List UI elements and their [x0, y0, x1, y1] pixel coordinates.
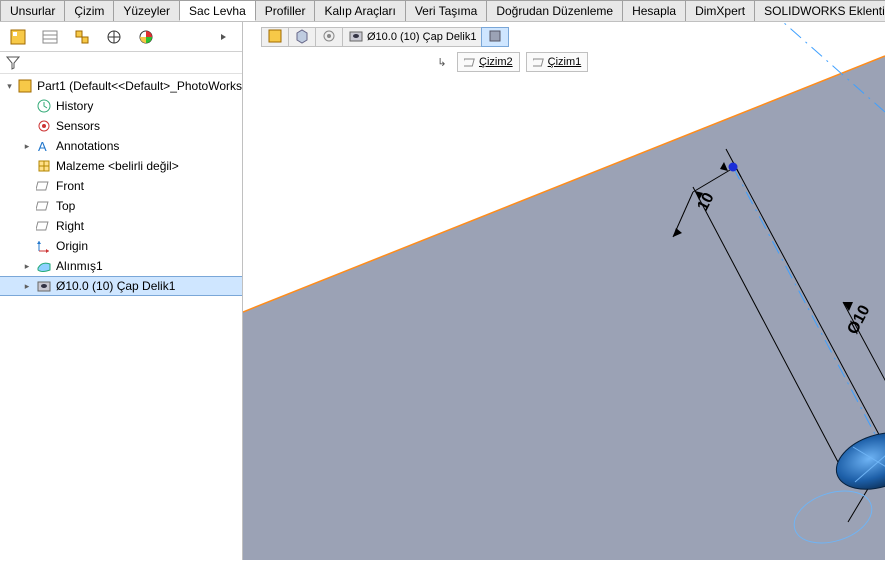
- ribbon-tab[interactable]: DimXpert: [685, 0, 755, 21]
- tree-item[interactable]: Origin: [0, 236, 242, 256]
- ribbon-tab[interactable]: Profiller: [255, 0, 316, 21]
- sketch-tabs: ↳ Çizim2 Çizim1: [433, 52, 588, 72]
- config-tab-icon[interactable]: [68, 25, 96, 49]
- body-icon: [294, 28, 310, 47]
- sketch-tab[interactable]: Çizim2: [457, 52, 520, 72]
- property-tab-icon[interactable]: [36, 25, 64, 49]
- ribbon-tab[interactable]: Hesapla: [622, 0, 686, 21]
- model-view[interactable]: 10 Ø10: [243, 22, 885, 560]
- dimxpert-tab-icon[interactable]: [100, 25, 128, 49]
- tree-item[interactable]: Top: [0, 196, 242, 216]
- feature-tree-tab-icon[interactable]: [4, 25, 32, 49]
- tree-item[interactable]: ▸Ø10.0 (10) Çap Delik1: [0, 276, 242, 296]
- ribbon-tab[interactable]: Unsurlar: [0, 0, 65, 21]
- svg-text:A: A: [38, 139, 47, 154]
- part-icon: [267, 28, 283, 47]
- sketch-nav-icon[interactable]: ↳: [433, 52, 451, 72]
- hole-icon: [348, 28, 364, 47]
- tree-item[interactable]: Sensors: [0, 116, 242, 136]
- render-tab-icon[interactable]: [132, 25, 160, 49]
- panel-toolbar: [0, 22, 242, 52]
- breadcrumb-item[interactable]: [481, 27, 509, 47]
- ribbon-tab[interactable]: Yüzeyler: [113, 0, 180, 21]
- face-icon: [487, 28, 503, 47]
- ribbon-tab[interactable]: Sac Levha: [179, 0, 256, 21]
- breadcrumb-item[interactable]: Ø10.0 (10) Çap Delik1: [342, 27, 482, 47]
- ribbon-tab[interactable]: Çizim: [64, 0, 114, 21]
- breadcrumb-item[interactable]: [288, 27, 316, 47]
- feature-tree: ▾Part1 (Default<<Default>_PhotoWorksHist…: [0, 74, 242, 560]
- ribbon-tab[interactable]: Doğrudan Düzenleme: [486, 0, 623, 21]
- body-face[interactable]: [243, 56, 885, 560]
- ribbon-tabs: UnsurlarÇizimYüzeylerSac LevhaProfillerK…: [0, 0, 885, 22]
- feature-icon: [321, 28, 337, 47]
- breadcrumb: Ø10.0 (10) Çap Delik1: [261, 26, 508, 48]
- breadcrumb-item[interactable]: [315, 27, 343, 47]
- sketch-tab[interactable]: Çizim1: [526, 52, 589, 72]
- tree-item[interactable]: ▸Alınmış1: [0, 256, 242, 276]
- breadcrumb-item[interactable]: [261, 27, 289, 47]
- tree-item[interactable]: Right: [0, 216, 242, 236]
- tree-item[interactable]: History: [0, 96, 242, 116]
- tree-item[interactable]: Malzeme <belirli değil>: [0, 156, 242, 176]
- tree-root[interactable]: ▾Part1 (Default<<Default>_PhotoWorks: [0, 76, 242, 96]
- main: ▾Part1 (Default<<Default>_PhotoWorksHist…: [0, 22, 885, 560]
- ribbon-tab[interactable]: Veri Taşıma: [405, 0, 487, 21]
- ribbon-tab[interactable]: SOLIDWORKS Eklentileri: [754, 0, 885, 21]
- sketch-point[interactable]: [729, 163, 737, 171]
- graphics-area[interactable]: Ø10.0 (10) Çap Delik1 ↳ Çizim2 Çizim1: [243, 22, 885, 560]
- funnel-icon: [6, 56, 20, 70]
- tree-item[interactable]: Front: [0, 176, 242, 196]
- tree-filter[interactable]: [0, 52, 242, 74]
- ribbon-tab[interactable]: Kalıp Araçları: [314, 0, 405, 21]
- tree-item[interactable]: ▸AAnnotations: [0, 136, 242, 156]
- panel-overflow-icon[interactable]: [210, 25, 238, 49]
- feature-manager-panel: ▾Part1 (Default<<Default>_PhotoWorksHist…: [0, 22, 243, 560]
